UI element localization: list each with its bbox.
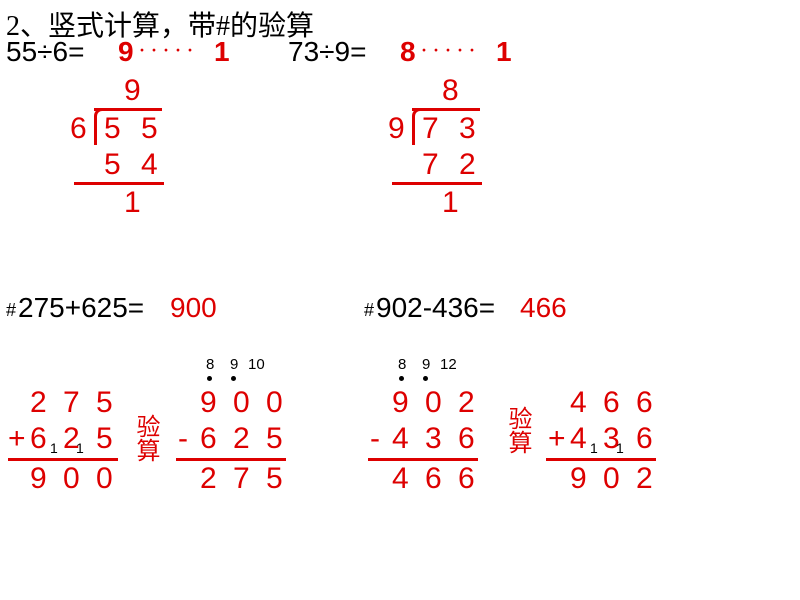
p1-sub: 5 4: [104, 148, 164, 182]
p3-work-line: [8, 458, 118, 461]
p4c-carry2: 1: [616, 440, 624, 456]
p1-divisor: 6: [70, 112, 93, 146]
p4c-op: +: [548, 422, 570, 456]
p3c-line: [176, 458, 286, 461]
p2-divisor: 9: [388, 112, 411, 146]
p3-op: +: [8, 422, 30, 456]
p3c-bot: 6 2 5: [200, 422, 287, 456]
p1-ans-r: 1: [214, 36, 230, 68]
p3-hash: #: [6, 300, 16, 321]
p4-ans: 466: [520, 292, 567, 324]
p1-rem: 1: [124, 186, 147, 220]
p4c-line: [546, 458, 656, 461]
p2-quotient: 8: [442, 74, 465, 108]
p3c-b3n: 10: [248, 356, 265, 373]
p1-dividend: 5 5: [104, 112, 164, 146]
p4-work-line: [368, 458, 478, 461]
p2-ans-r: 1: [496, 36, 512, 68]
p3-bot: 6 2 5: [30, 422, 117, 456]
p1-ans-q: 9: [118, 36, 134, 68]
p4-b2n: 9: [422, 356, 430, 373]
p2-ans-q: 8: [400, 36, 416, 68]
p4-hash: #: [364, 300, 374, 321]
p4c-carry1: 1: [590, 440, 598, 456]
p3-carry1: 1: [50, 440, 58, 456]
p4-dot2: [423, 376, 428, 381]
p3-res: 9 0 0: [30, 462, 117, 496]
p3c-b1n: 8: [206, 356, 214, 373]
p3-top: 2 7 5: [30, 386, 117, 420]
p4-bot: 4 3 6: [392, 422, 479, 456]
p3-ans: 900: [170, 292, 217, 324]
p3c-b2n: 9: [230, 356, 238, 373]
p4c-bot: 4 3 6: [570, 422, 657, 456]
p4-yan: 验算: [500, 406, 535, 454]
p4c-res: 9 0 2: [570, 462, 657, 496]
p2-sub-line: [392, 182, 482, 185]
p4-b1n: 8: [398, 356, 406, 373]
p4-expr: 902-436=: [376, 292, 495, 324]
p2-rem: 1: [442, 186, 465, 220]
p1-quotient: 9: [124, 74, 147, 108]
p2-dots: · · · · ·: [420, 38, 475, 65]
p4-res: 4 6 6: [392, 462, 479, 496]
p3-expr: 275+625=: [18, 292, 144, 324]
p4-top: 9 0 2: [392, 386, 479, 420]
p4c-top: 4 6 6: [570, 386, 657, 420]
p4-b3n: 12: [440, 356, 457, 373]
p3c-top: 9 0 0: [200, 386, 287, 420]
p3-yan: 验算: [128, 414, 163, 462]
p4-op: -: [370, 422, 384, 456]
p1-expr: 55÷6=: [6, 36, 84, 68]
p4-dot1: [399, 376, 404, 381]
p2-dividend: 7 3: [422, 112, 482, 146]
p3c-dot2: [231, 376, 236, 381]
p3-carry2: 1: [76, 440, 84, 456]
p3c-res: 2 7 5: [200, 462, 287, 496]
p3c-op: -: [178, 422, 192, 456]
p2-sub: 7 2: [422, 148, 482, 182]
p1-dots: · · · · ·: [138, 38, 193, 65]
p2-expr: 73÷9=: [288, 36, 366, 68]
p1-sub-line: [74, 182, 164, 185]
p3c-dot1: [207, 376, 212, 381]
